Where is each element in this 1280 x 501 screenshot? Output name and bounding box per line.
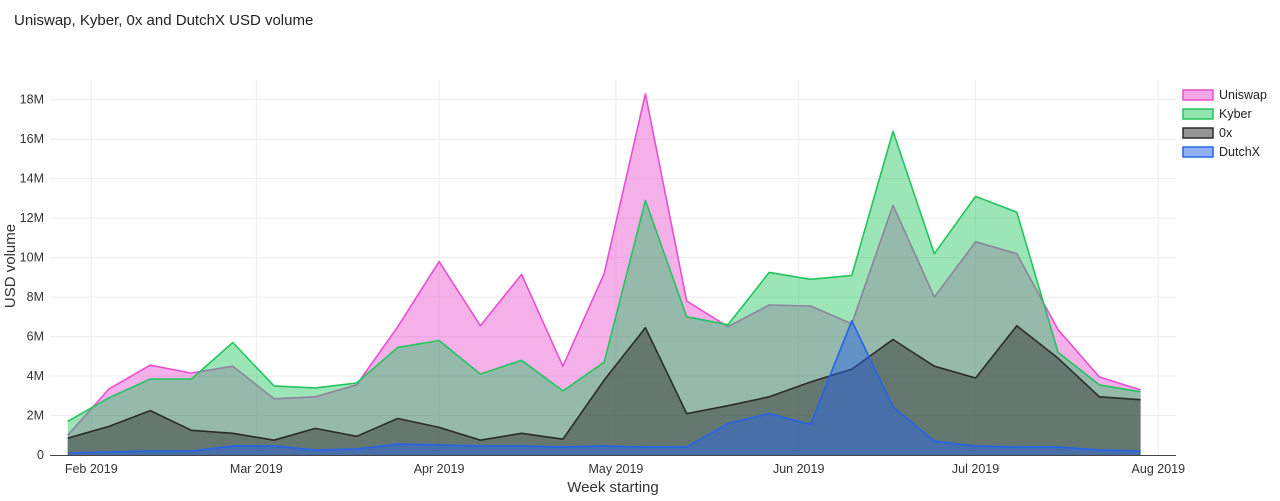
dutchx-legend-swatch [1182, 146, 1214, 158]
x-tick-label: Mar 2019 [230, 462, 283, 476]
y-tick-label: 4M [27, 369, 44, 383]
y-tick-label: 2M [27, 409, 44, 423]
y-tick-label: 12M [20, 211, 44, 225]
x-tick-label: Aug 2019 [1132, 462, 1186, 476]
legend: Uniswap Kyber 0x DutchX [1182, 88, 1267, 159]
0x-legend-label: 0x [1219, 126, 1233, 140]
uniswap-line [67, 93, 1141, 436]
dutchx-line [67, 320, 1141, 454]
y-tick-label: 0 [37, 448, 44, 462]
y-tick-label: 8M [27, 290, 44, 304]
axes: 0 2M 4M 6M 8M 10M 12M 14M 16M 18M Feb 2019 Mar 2019… [20, 93, 1185, 476]
x-tick-label: May 2019 [588, 462, 643, 476]
0x-line [67, 324, 1141, 441]
y-tick-label: 14M [20, 172, 44, 186]
grid [50, 80, 1176, 455]
0x-legend-swatch [1182, 127, 1214, 139]
uniswap-legend-label: Uniswap [1219, 88, 1267, 102]
plot-areas [67, 93, 1141, 456]
x-tick-label: Feb 2019 [65, 462, 118, 476]
dutchx-legend-label: DutchX [1219, 145, 1261, 159]
x-tick-label: Jul 2019 [952, 462, 999, 476]
kyber-line [67, 130, 1141, 423]
x-axis-label: Week starting [567, 479, 658, 496]
y-tick-label: 16M [20, 132, 44, 146]
x-tick-label: Apr 2019 [414, 462, 465, 476]
uniswap-legend-swatch [1182, 89, 1214, 101]
0x-area [67, 325, 1141, 455]
kyber-legend-label: Kyber [1219, 107, 1252, 121]
y-axis-label: USD volume [2, 224, 19, 308]
y-tick-label: 18M [20, 93, 44, 107]
y-tick-label: 6M [27, 330, 44, 344]
x-tick-label: Jun 2019 [773, 462, 824, 476]
y-tick-label: 10M [20, 251, 44, 265]
dutchx-area [67, 320, 1141, 455]
chart-title: Uniswap, Kyber, 0x and DutchX USD volume [14, 12, 313, 29]
kyber-area [67, 131, 1141, 456]
kyber-legend-swatch [1182, 108, 1214, 120]
